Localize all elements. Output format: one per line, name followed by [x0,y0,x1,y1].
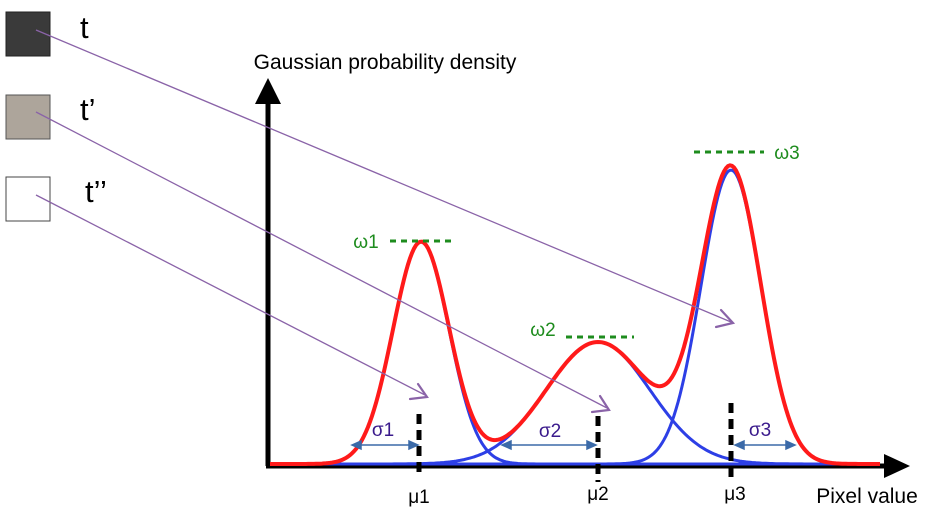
curves-group [270,163,880,466]
x-axis-arrowhead [884,454,910,478]
sigma-arrow-1 [350,439,420,451]
pixel-label-t-prime: t’ [80,92,96,127]
pixel-swatch-dark [5,11,51,57]
weight-label-3: ω3 [774,143,799,164]
mean-label-1: μ1 [408,487,430,508]
pixel-label-t-double-prime: t’’ [85,174,107,209]
sigma-label-2: σ2 [539,421,561,442]
sigma-arrow-3 [733,439,797,451]
pixel-swatch-gray [5,94,51,140]
sigma-arrow-2 [500,439,598,451]
diagram-title: Gaussian probability density [254,51,517,74]
weight-label-2: ω2 [530,320,555,341]
mean-label-2: μ2 [587,484,609,505]
mapping-arrow-t-prime [35,111,608,409]
pixel-label-t: t [80,10,89,45]
sigma-label-1: σ1 [372,420,394,441]
weight-label-1: ω1 [353,232,378,253]
x-axis-label: Pixel value [816,485,918,508]
arrowhead-t-prime [590,394,611,414]
y-axis-arrowhead [255,78,281,104]
arrowhead-t-double-prime [408,382,429,401]
mapping-arrow-t [35,29,732,323]
arrowhead-t [714,308,736,329]
mixture-curve [270,163,880,466]
sigma-label-3: σ3 [749,420,771,441]
mapping-arrow-t-double-prime [35,194,426,396]
mean-label-3: μ3 [724,484,746,505]
